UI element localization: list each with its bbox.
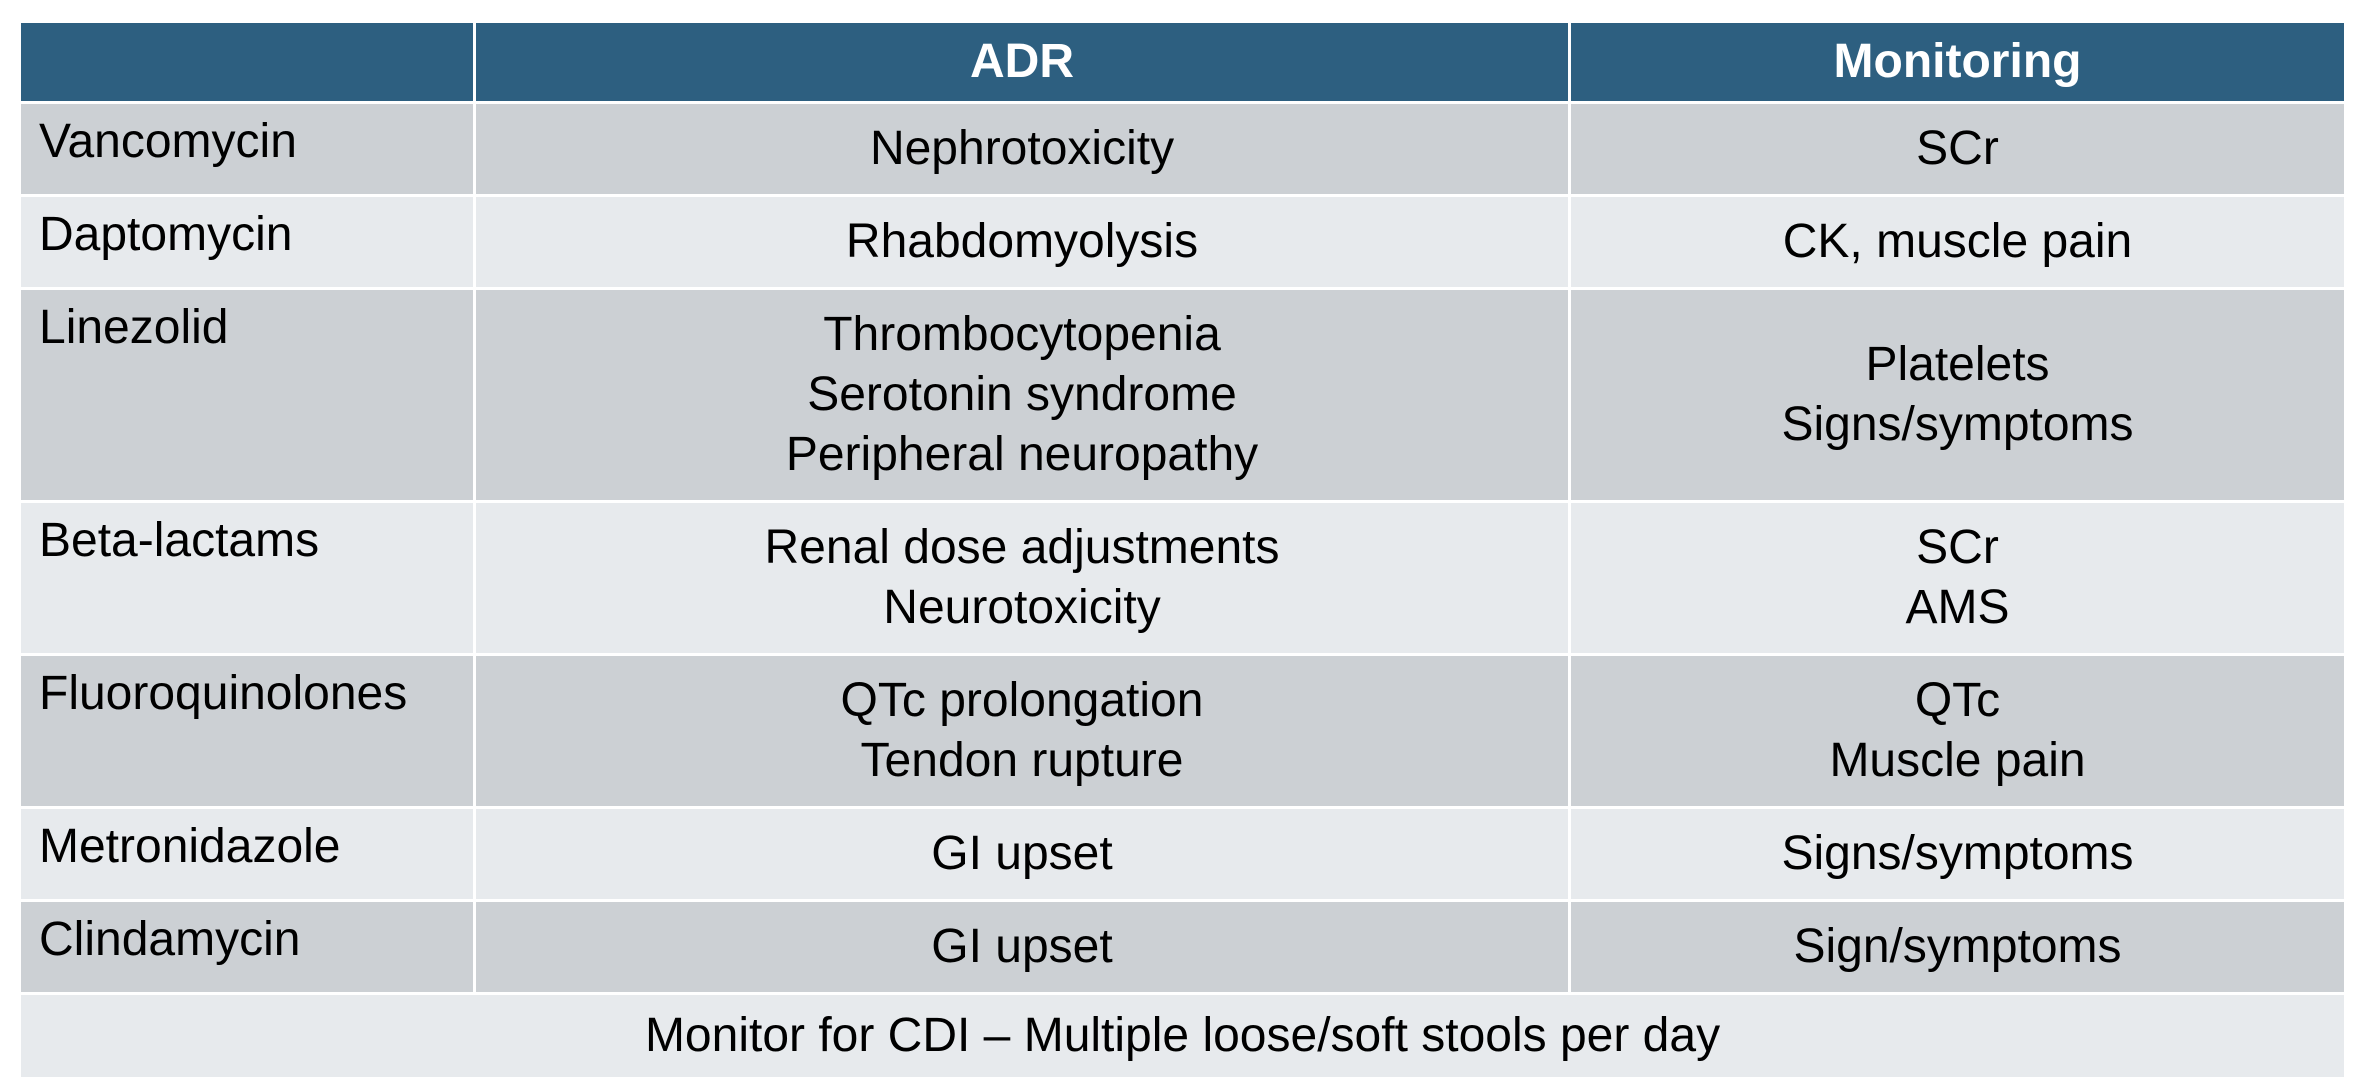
table-header-row: ADR Monitoring <box>18 20 2347 104</box>
header-monitoring-column: Monitoring <box>1568 20 2347 104</box>
adr-cell: Rhabdomyolysis <box>473 194 1571 290</box>
adr-cell: Renal dose adjustments Neurotoxicity <box>473 500 1571 656</box>
adr-item: Serotonin syndrome <box>807 368 1237 421</box>
header-adr-column: ADR <box>473 20 1571 104</box>
table-row: Metronidazole GI upset Signs/symptoms <box>18 806 2347 902</box>
adr-cell: GI upset <box>473 899 1571 995</box>
monitoring-item: Sign/symptoms <box>1793 920 2122 973</box>
table-row: Beta-lactams Renal dose adjustments Neur… <box>18 500 2347 656</box>
monitoring-item: CK, muscle pain <box>1782 215 2133 268</box>
adr-item: Tendon rupture <box>860 734 1184 787</box>
drug-name: Daptomycin <box>18 194 476 290</box>
monitoring-cell: Platelets Signs/symptoms <box>1568 287 2347 503</box>
monitoring-cell: SCr AMS <box>1568 500 2347 656</box>
monitoring-item: Signs/symptoms <box>1781 827 2134 880</box>
drug-name: Beta-lactams <box>18 500 476 656</box>
drug-name: Metronidazole <box>18 806 476 902</box>
drug-name: Linezolid <box>18 287 476 503</box>
monitoring-item: SCr <box>1916 521 1999 574</box>
header-drug-column <box>18 20 476 104</box>
adr-cell: Nephrotoxicity <box>473 101 1571 197</box>
adr-item: Thrombocytopenia <box>823 308 1221 361</box>
adr-item: Peripheral neuropathy <box>785 428 1259 481</box>
table-row: Daptomycin Rhabdomyolysis CK, muscle pai… <box>18 194 2347 290</box>
drug-name: Clindamycin <box>18 899 476 995</box>
table-row: Clindamycin GI upset Sign/symptoms <box>18 899 2347 995</box>
adr-cell: QTc prolongation Tendon rupture <box>473 653 1571 809</box>
monitoring-item: SCr <box>1916 122 1999 175</box>
adr-item: GI upset <box>931 827 1113 880</box>
monitoring-item: Signs/symptoms <box>1781 398 2134 451</box>
drug-name: Fluoroquinolones <box>18 653 476 809</box>
monitoring-cell: CK, muscle pain <box>1568 194 2347 290</box>
adr-cell: Thrombocytopenia Serotonin syndrome Peri… <box>473 287 1571 503</box>
drug-name: Vancomycin <box>18 101 476 197</box>
monitoring-item: AMS <box>1905 581 2010 634</box>
table-row: Vancomycin Nephrotoxicity SCr <box>18 101 2347 197</box>
monitoring-cell: Sign/symptoms <box>1568 899 2347 995</box>
monitoring-item: Platelets <box>1865 338 2050 391</box>
adr-item: Renal dose adjustments <box>764 521 1280 574</box>
monitoring-item: QTc <box>1914 674 2001 727</box>
adr-item: GI upset <box>931 920 1113 973</box>
adr-item: Nephrotoxicity <box>869 122 1175 175</box>
monitoring-cell: Signs/symptoms <box>1568 806 2347 902</box>
adr-cell: GI upset <box>473 806 1571 902</box>
table-row: Fluoroquinolones QTc prolongation Tendon… <box>18 653 2347 809</box>
monitoring-cell: QTc Muscle pain <box>1568 653 2347 809</box>
adr-monitoring-table: ADR Monitoring Vancomycin Nephrotoxicity… <box>18 20 2347 1080</box>
adr-item: Rhabdomyolysis <box>845 215 1199 268</box>
monitoring-cell: SCr <box>1568 101 2347 197</box>
cdi-monitoring-note: Monitor for CDI – Multiple loose/soft st… <box>18 992 2347 1080</box>
table-row: Linezolid Thrombocytopenia Serotonin syn… <box>18 287 2347 503</box>
adr-item: Neurotoxicity <box>883 581 1161 634</box>
table-footer-row: Monitor for CDI – Multiple loose/soft st… <box>18 992 2347 1080</box>
monitoring-item: Muscle pain <box>1829 734 2086 787</box>
adr-item: QTc prolongation <box>840 674 1204 727</box>
